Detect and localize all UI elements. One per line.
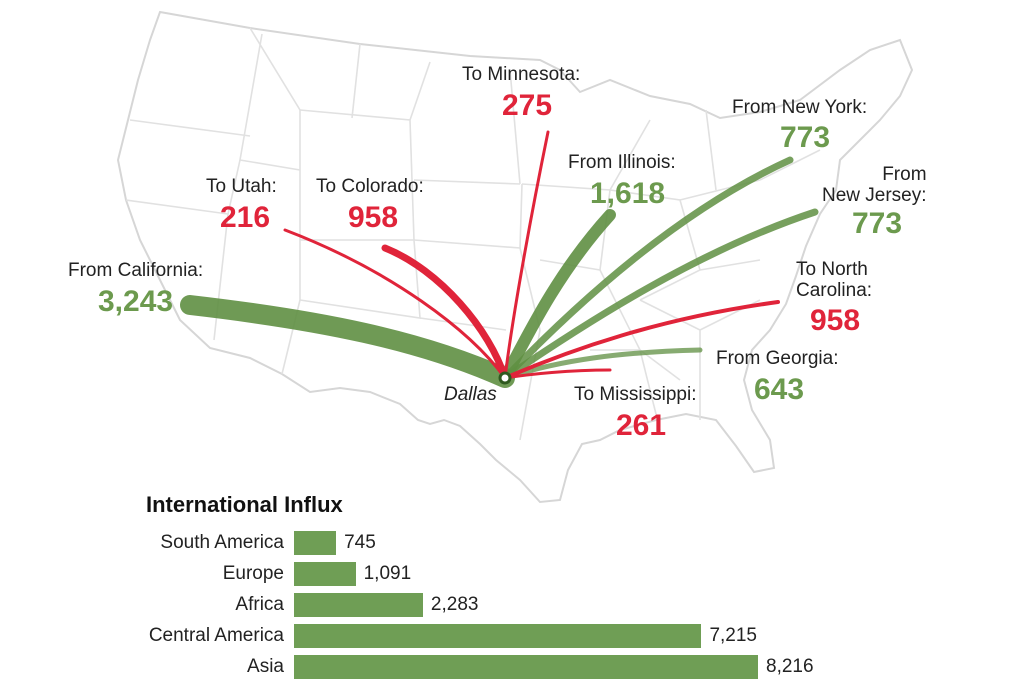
flow-line-mississippi — [503, 368, 612, 380]
bar-value-label: 745 — [344, 532, 376, 553]
flow-label-new-york: From New York: — [732, 97, 868, 118]
bar — [294, 624, 702, 648]
flow-value-minnesota: 275 — [502, 89, 553, 122]
flow-line-minnesota — [503, 130, 550, 380]
flow-line-illinois — [499, 209, 616, 384]
flow-value-new-jersey: 773 — [852, 207, 903, 240]
dallas-hub-marker — [498, 371, 512, 385]
flow-value-utah: 216 — [220, 201, 271, 234]
bar — [294, 655, 758, 679]
bar — [294, 531, 337, 555]
bar-category-label: Central America — [148, 625, 284, 646]
bar-category-label: South America — [160, 532, 284, 553]
flow-line-north-carolina — [503, 300, 780, 380]
flow-value-georgia: 643 — [754, 373, 805, 406]
bar-value-label: 2,283 — [430, 594, 479, 615]
flow-value-new-york: 773 — [780, 121, 831, 154]
flow-label-mississippi: To Mississippi: — [574, 384, 697, 405]
flow-label-california: From California: — [68, 260, 204, 281]
flow-label-georgia: From Georgia: — [716, 348, 839, 369]
bar-category-label: Asia — [247, 656, 284, 677]
flow-line-utah — [283, 228, 507, 380]
flow-value-illinois: 1,618 — [590, 177, 666, 210]
bar-value-label: 1,091 — [363, 563, 412, 584]
bar-category-label: Africa — [235, 594, 284, 615]
flow-value-colorado: 958 — [348, 201, 399, 234]
flow-label-colorado: To Colorado: — [316, 176, 424, 197]
flow-label-minnesota: To Minnesota: — [462, 64, 581, 85]
chart-title: International Influx — [146, 492, 343, 517]
flow-line-georgia — [502, 347, 703, 381]
flow-label-new-jersey: From New Jersey: — [822, 164, 927, 206]
flow-value-north-carolina: 958 — [810, 304, 861, 337]
flow-label-utah: To Utah: — [206, 176, 277, 197]
flow-line-new-york — [501, 156, 794, 382]
state-borders — [125, 27, 821, 441]
bar-value-label: 7,215 — [709, 625, 757, 646]
bar-value-label: 8,216 — [766, 656, 814, 677]
bar-category-label: Europe — [222, 563, 284, 584]
flow-value-california: 3,243 — [98, 285, 174, 318]
flow-label-north-carolina: To North Carolina: — [796, 259, 873, 301]
flow-line-new-jersey — [501, 208, 819, 382]
flow-line-california — [180, 295, 515, 388]
bar — [294, 593, 423, 617]
us-outline — [116, 10, 914, 504]
bar — [294, 562, 356, 586]
flow-value-mississippi: 261 — [616, 409, 667, 442]
hub-label: Dallas — [444, 384, 497, 405]
flow-line-colorado — [381, 244, 509, 382]
flow-lines — [180, 130, 819, 388]
flow-label-illinois: From Illinois: — [568, 152, 676, 173]
